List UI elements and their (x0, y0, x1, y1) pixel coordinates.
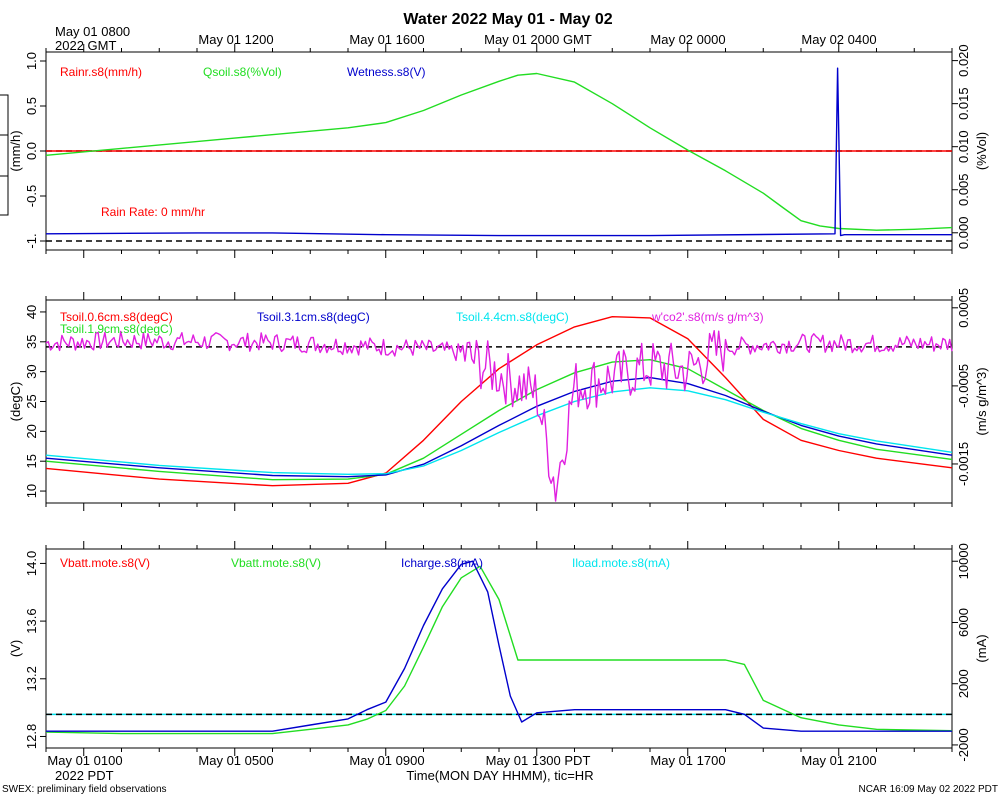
y-tick-label-left: 1.0 (24, 52, 39, 70)
y-tick-label-left: 15 (24, 454, 39, 468)
bottom-time-labels: May 01 0100 May 01 0500 May 01 0900 May … (47, 753, 876, 783)
y-tick-label-left: 40 (24, 305, 39, 319)
y-tick-label-left: 0.0 (24, 142, 39, 160)
y-tick-label-right: 10000 (956, 543, 971, 579)
y-tick-label-left: 13.6 (24, 608, 39, 633)
y-tick-label-right: -2000 (956, 728, 971, 761)
legend-entry: Tsoil.3.1cm.s8(degC) (257, 310, 370, 324)
bottom-time-label: May 01 0100 (47, 753, 122, 768)
bottom-year-label: 2022 PDT (55, 768, 114, 783)
y-tick-label-right: 0.015 (956, 87, 971, 120)
y-tick-label-right: 0.0005 (956, 288, 971, 328)
chart-title: Water 2022 May 01 - May 02 (403, 11, 612, 28)
legend-entry: Tsoil.1.9cm.s8(degC) (60, 322, 173, 336)
y-tick-label-right: -0.0015 (956, 442, 971, 486)
legend-entry: Qsoil.s8(%Vol) (203, 65, 282, 79)
legend-entry: w'co2'.s8(m/s g/m^3) (651, 310, 764, 324)
bottom-time-label: May 01 1300 PDT (486, 753, 591, 768)
series-tsoil-1-9cm-s8-degc- (45, 359, 953, 481)
top-year-label: 2022 GMT (55, 38, 116, 53)
y-tick-label-left: 25 (24, 394, 39, 408)
y-tick-label-left: 10 (24, 484, 39, 498)
annotation-rain-rate: Rain Rate: 0 mm/hr (101, 205, 205, 219)
y-axis-label-left: (mm/h) (8, 130, 23, 171)
legend-entry: Icharge.s8(mA) (401, 556, 483, 570)
footer-left: SWEX: preliminary field observations (2, 784, 167, 795)
bottom-time-label: May 01 0900 (349, 753, 424, 768)
chart-panel-1: 1.0 0.5 0.0 -0.5 -1. (mm/h) 0.020 0.015 0.010 0.0… (8, 44, 989, 258)
series-tsoil-3-1cm-s8-degc- (45, 376, 953, 478)
y-tick-label-left: 20 (24, 424, 39, 438)
y-tick-label-left: -0.5 (24, 185, 39, 207)
y-axis-label-left: (degC) (8, 382, 23, 422)
top-time-label: May 01 0800 (55, 24, 130, 39)
y-tick-label-left: 35 (24, 335, 39, 349)
top-time-label: May 02 0000 (650, 32, 725, 47)
bottom-time-label: May 01 2100 (801, 753, 876, 768)
series-tsoil-0-6cm-s8-degc- (45, 316, 953, 487)
legend-entry: Tsoil.0.6cm.s8(degC) (60, 310, 173, 324)
legend-entry: Vbatt.mote.s8(V) (60, 556, 150, 570)
top-time-label: May 01 2000 GMT (484, 32, 592, 47)
y-axis-label-right: (m/s g/m^3) (974, 367, 989, 435)
series-icharge-s8-ma- (46, 560, 952, 732)
bottom-time-label: May 01 0500 (198, 753, 273, 768)
footer-right: NCAR 16:09 May 02 2022 PDT (858, 784, 998, 795)
y-tick-label-right: 0.000 (956, 217, 971, 250)
y-tick-label-right: 0.005 (956, 173, 971, 206)
legend-entry: Wetness.s8(V) (347, 65, 425, 79)
side-marker-box (0, 94, 9, 216)
y-tick-label-right: -0.0005 (956, 364, 971, 408)
y-tick-label-left: -1. (24, 233, 39, 248)
y-tick-label-right: 6000 (956, 608, 971, 637)
y-tick-label-right: 0.010 (956, 130, 971, 163)
top-time-label: May 01 1200 (198, 32, 273, 47)
series-wetness-s8-v- (45, 67, 952, 237)
y-tick-label-right: 0.020 (956, 44, 971, 77)
y-tick-label-left: 0.5 (24, 97, 39, 115)
series-qsoil-s8-vol- (45, 72, 953, 231)
y-axis-label-right: (%Vol) (974, 132, 989, 170)
y-tick-label-right: 2000 (956, 669, 971, 698)
series-vbatt-mote-s8-v- (45, 565, 953, 735)
chart-panel-2: 40 35 30 25 20 15 10 (degC) 0.0005 -0.0005 -0.0015… (8, 288, 989, 511)
y-tick-label-left: 14.0 (24, 551, 39, 576)
top-time-label: May 01 1600 (349, 32, 424, 47)
bottom-time-label: May 01 1700 (650, 753, 725, 768)
top-time-label: May 02 0400 (801, 32, 876, 47)
series-w-co2-s8-m-s-g-m-3- (45, 330, 953, 502)
y-tick-label-left: 30 (24, 364, 39, 378)
y-axis-label-right: (mA) (974, 634, 989, 662)
x-axis-label: Time(MON DAY HHMM), tic=HR (406, 768, 593, 783)
series-tsoil-4-4cm-s8-degc- (45, 387, 953, 475)
top-time-labels: May 01 0800 May 01 1200 May 01 1600 May … (55, 24, 877, 53)
legend-entry: Tsoil.4.4cm.s8(degC) (456, 310, 569, 324)
y-axis-label-left: (V) (8, 640, 23, 657)
y-tick-label-left: 13.2 (24, 666, 39, 691)
chart-panel-3: 14.0 13.6 13.2 12.8 (V) 10000 6000 2000 -2000 (mA… (8, 541, 989, 762)
y-tick-label-left: 12.8 (24, 724, 39, 749)
legend-entry: Rainr.s8(mm/h) (60, 65, 142, 79)
legend-entry: Iload.mote.s8(mA) (572, 556, 670, 570)
legend-entry: Vbatt.mote.s8(V) (231, 556, 321, 570)
